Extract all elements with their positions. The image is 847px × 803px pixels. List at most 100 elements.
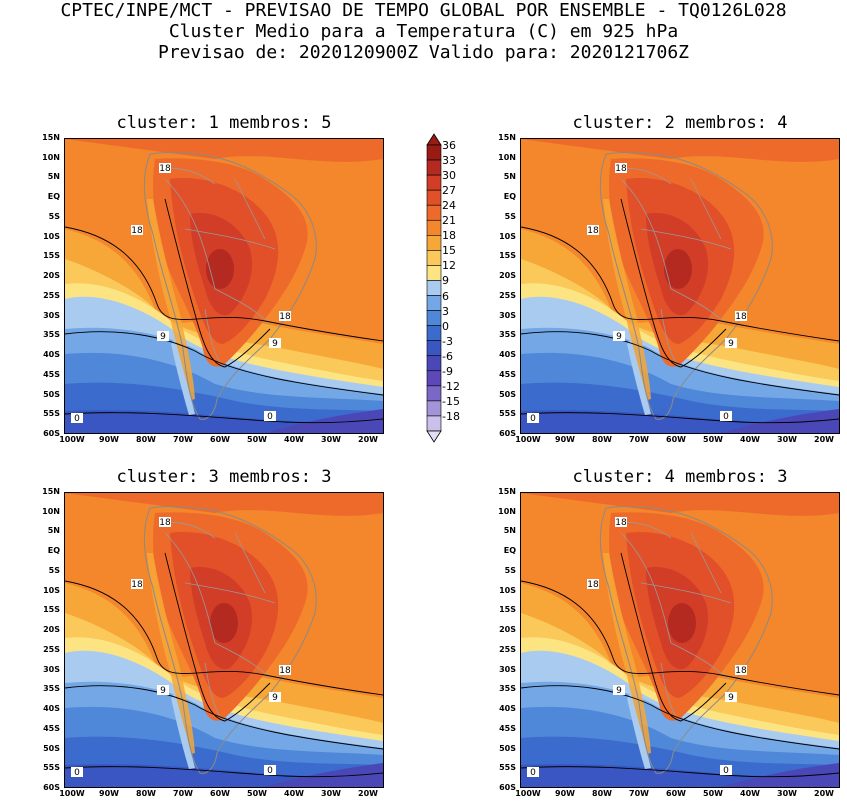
contour-line-1 — [521, 685, 839, 750]
colorbar-swatch — [426, 385, 442, 402]
svg-text:0: 0 — [530, 414, 536, 424]
latitude-tick-label: 25S — [43, 644, 60, 654]
colorbar-label: 9 — [442, 274, 449, 288]
latitude-tick-label: 20S — [43, 625, 60, 635]
longitude-tick-label: 60W — [210, 435, 230, 444]
contour-label: 9 — [725, 338, 737, 349]
latitude-tick-label: 40S — [499, 704, 516, 714]
land-band-33 — [206, 249, 234, 289]
svg-text:0: 0 — [723, 412, 729, 422]
border-line-2 — [184, 582, 276, 604]
latitude-tick-label: EQ — [503, 546, 516, 556]
temperature-map: 18 18 18 9 9 0 0 — [521, 493, 839, 787]
latitude-tick-label: 10S — [499, 585, 516, 595]
latitude-tick-label: 45S — [499, 369, 516, 379]
panel-title: cluster: 1 membros: 5 — [116, 113, 332, 133]
svg-text:18: 18 — [587, 226, 599, 236]
svg-text:0: 0 — [530, 768, 536, 778]
longitude-tick-label: 40W — [284, 789, 304, 798]
svg-text:9: 9 — [616, 332, 622, 342]
latitude-tick-label: 60S — [43, 429, 60, 438]
longitude-tick-label: 60W — [666, 789, 686, 798]
figure-title: CPTEC/INPE/MCT - PREVISAO DE TEMPO GLOBA… — [0, 0, 847, 63]
latitude-tick-label: 20S — [43, 271, 60, 281]
border-line-0 — [620, 178, 672, 290]
contour-label: 9 — [157, 685, 169, 696]
longitude-tick-label: 30W — [321, 789, 341, 798]
contour-label: 9 — [157, 331, 169, 342]
border-line-0 — [620, 532, 672, 644]
latitude-tick-label: 5N — [503, 172, 516, 182]
panel-title: cluster: 4 membros: 3 — [572, 467, 788, 487]
svg-text:0: 0 — [267, 766, 273, 776]
colorbar-label: -15 — [442, 394, 460, 408]
band-minus6 — [721, 409, 839, 433]
latitude-tick-label: 25S — [499, 290, 516, 300]
latitude-tick-label: 5N — [47, 172, 60, 182]
latitude-tick-label: 50S — [43, 389, 60, 399]
contour-label: 0 — [71, 767, 83, 778]
map-area: 18 18 18 9 9 0 0 — [520, 492, 840, 788]
contour-label: 18 — [279, 311, 291, 322]
colorbar-swatch — [426, 370, 442, 387]
border-line-5 — [690, 532, 722, 594]
longitude-tick-label: 60W — [210, 789, 230, 798]
latitude-tick-label: 50S — [43, 743, 60, 753]
panel-title: cluster: 2 membros: 4 — [572, 113, 788, 133]
svg-text:18: 18 — [615, 164, 627, 174]
latitude-tick-label: 15N — [498, 487, 516, 496]
patagonia-band — [171, 693, 195, 769]
contour-label: 9 — [269, 692, 281, 703]
latitude-tick-label: 10N — [498, 152, 516, 162]
contour-line-0 — [65, 580, 383, 696]
latitude-tick-label: 5N — [503, 526, 516, 536]
contour-line-1 — [65, 331, 383, 396]
colorbar-swatch — [426, 174, 442, 191]
svg-text:18: 18 — [735, 666, 747, 676]
colorbar-arrow-top — [426, 133, 442, 146]
latitude-tick-label: 40S — [43, 704, 60, 714]
contour-line-3 — [164, 552, 271, 722]
colorbar-label: 18 — [442, 229, 456, 243]
temperature-map: 18 18 18 9 9 0 0 — [65, 139, 383, 433]
colorbar-swatch — [426, 204, 442, 221]
longitude-tick-label: 80W — [592, 435, 612, 444]
latitude-tick-label: 50S — [499, 389, 516, 399]
patagonia-band — [627, 693, 651, 769]
latitude-tick-label: 35S — [499, 684, 516, 694]
longitude-tick-label: 40W — [740, 789, 760, 798]
longitude-tick-label: 40W — [284, 435, 304, 444]
contour-line-1 — [521, 331, 839, 396]
colorbar-swatch — [426, 400, 442, 417]
band-24-north — [65, 139, 383, 162]
svg-text:18: 18 — [279, 666, 291, 676]
contour-label: 18 — [131, 579, 143, 590]
band-minus6 — [265, 763, 383, 787]
contour-line-3 — [620, 198, 727, 368]
colorbar-label: 27 — [442, 184, 456, 198]
latitude-tick-label: 30S — [43, 310, 60, 320]
latitude-tick-label: EQ — [47, 192, 60, 202]
border-line-2 — [640, 228, 732, 250]
latitude-tick-label: 10S — [499, 231, 516, 241]
colorbar-swatch — [426, 310, 442, 326]
latitude-tick-label: 55S — [499, 409, 516, 419]
longitude-tick-label: 30W — [321, 435, 341, 444]
latitude-tick-label: 15S — [499, 605, 516, 615]
latitude-tick-label: 5S — [504, 565, 516, 575]
border-line-0 — [164, 532, 216, 644]
contour-label: 18 — [735, 311, 747, 322]
contour-label: 18 — [131, 225, 143, 236]
coastline — [599, 152, 773, 420]
contour-label: 9 — [613, 331, 625, 342]
svg-text:9: 9 — [616, 686, 622, 696]
coastline — [143, 506, 317, 774]
svg-text:0: 0 — [74, 768, 80, 778]
colorbar-label: -12 — [442, 379, 460, 393]
colorbar-swatch — [426, 144, 442, 161]
contour-line-0 — [65, 226, 383, 342]
latitude-tick-label: 10S — [43, 585, 60, 595]
longitude-tick-label: 30W — [777, 435, 797, 444]
svg-text:18: 18 — [735, 312, 747, 322]
colorbar — [426, 133, 442, 443]
